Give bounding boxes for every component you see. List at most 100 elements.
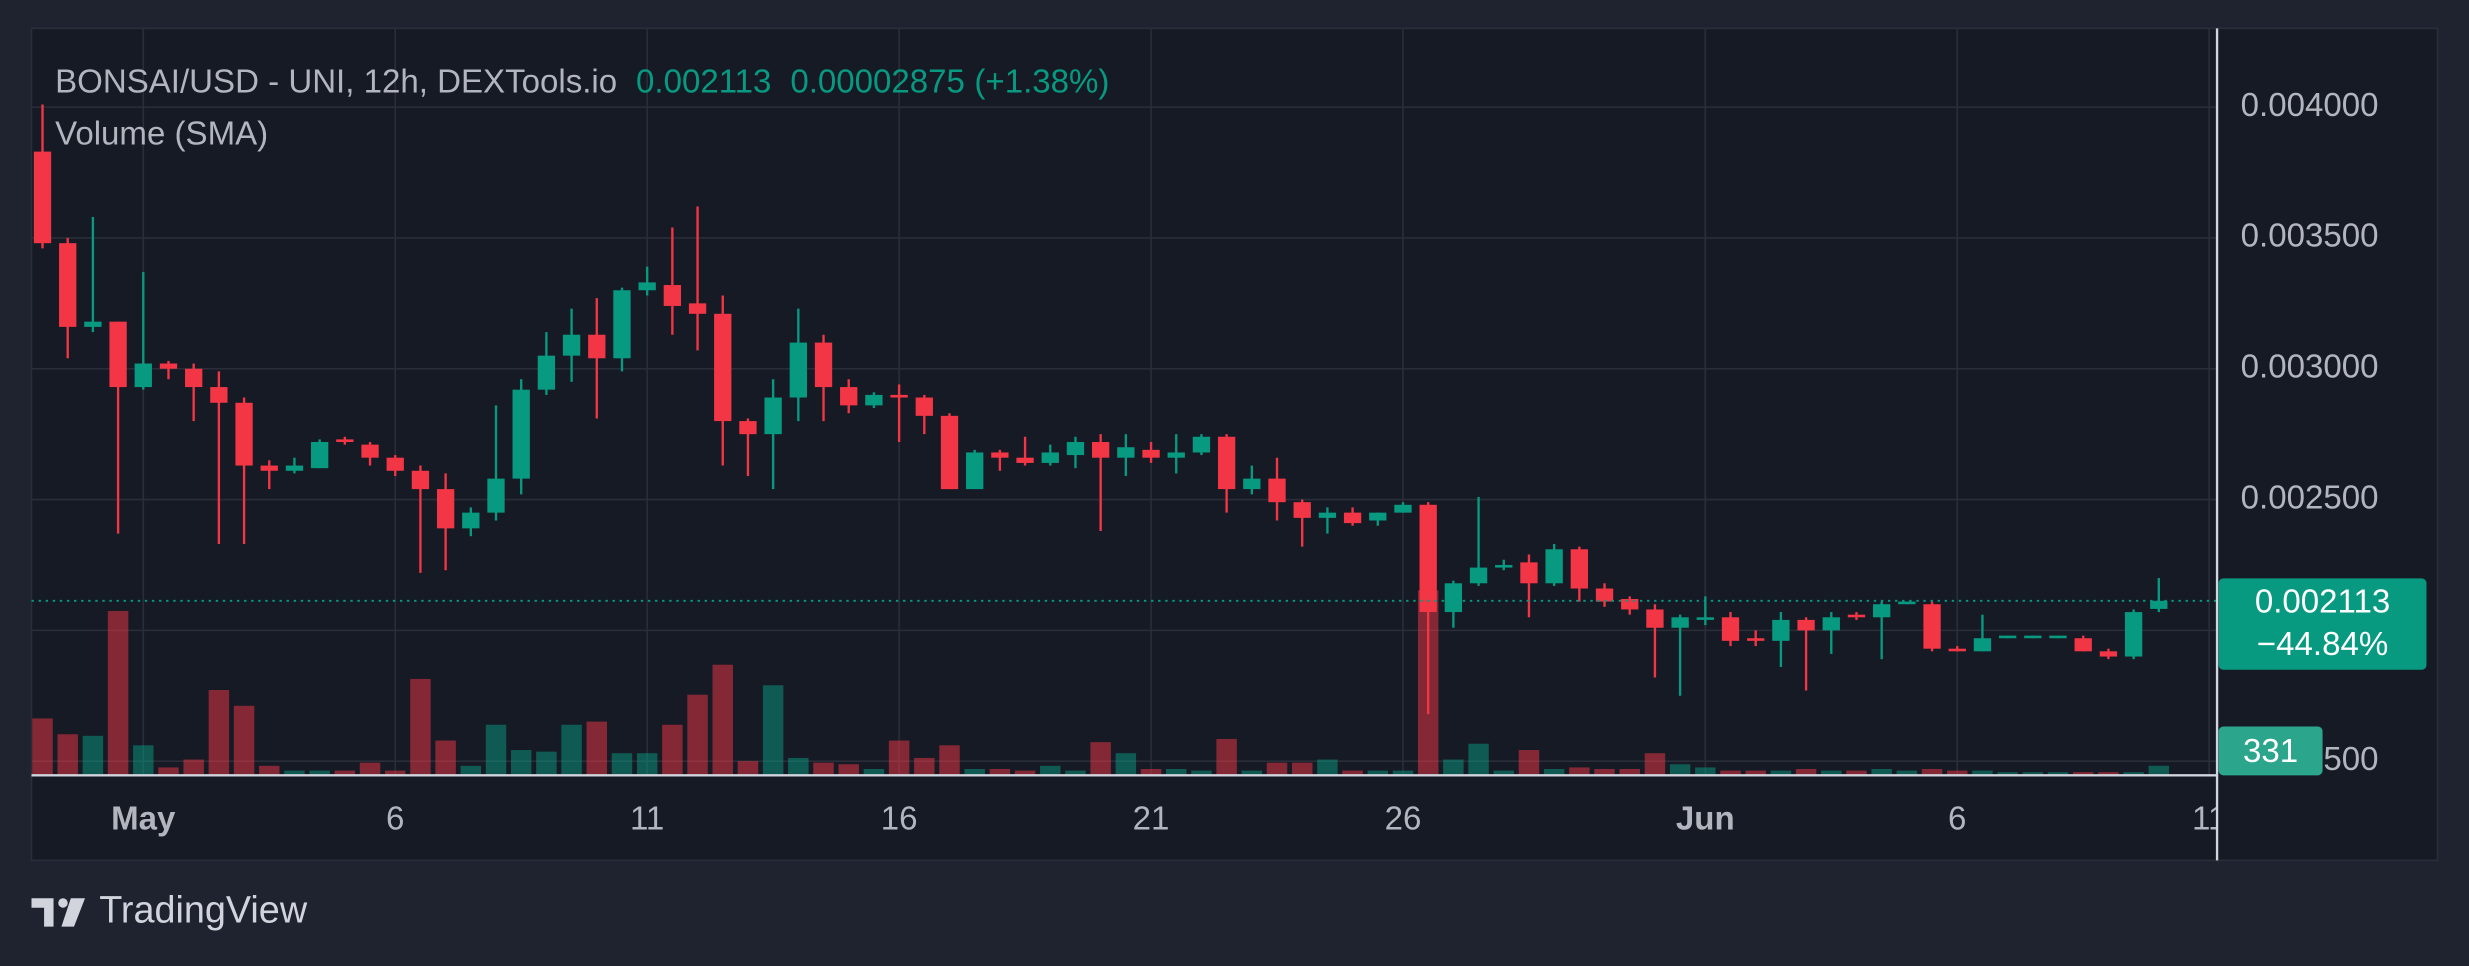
volume-bar	[460, 765, 482, 776]
x-tick-label: 26	[1385, 801, 1422, 838]
candle-body	[1595, 588, 1614, 602]
volume-bar	[1468, 743, 1489, 776]
candle-body	[1998, 635, 2017, 639]
candle-body	[436, 489, 455, 529]
volume-bar	[1745, 770, 1766, 776]
volume-bar	[1770, 770, 1792, 776]
candle-body	[1217, 436, 1236, 490]
volume-bar	[334, 770, 356, 776]
volume-bar	[611, 753, 633, 776]
volume-bar	[1241, 770, 1263, 776]
volume-bar	[939, 745, 960, 776]
volume-bar	[888, 740, 910, 776]
x-tick-label: 21	[1133, 801, 1170, 838]
price-badge-change: −44.84%	[2257, 626, 2388, 663]
candle-body	[915, 397, 933, 416]
volume-bar	[1947, 770, 1968, 776]
x-tick-label: 16	[881, 801, 918, 838]
candle-body	[840, 387, 858, 406]
volume-bar	[1291, 762, 1313, 776]
volume-bar	[1443, 759, 1464, 776]
candle-body	[688, 303, 707, 314]
candle-body	[1847, 614, 1866, 618]
candle-body	[1318, 512, 1337, 518]
volume-bar	[485, 724, 507, 776]
brand-name: TradingView	[99, 889, 308, 931]
candle-body	[2024, 635, 2042, 639]
volume-bar	[2098, 772, 2119, 776]
volume-bar	[662, 724, 683, 776]
candle-body	[537, 355, 556, 390]
candle-body	[1343, 512, 1362, 524]
candle-body	[638, 282, 656, 291]
candle-body	[1923, 604, 1941, 649]
brand-logo	[31, 898, 86, 927]
volume-bar	[1191, 770, 1212, 776]
volume-bar	[1014, 770, 1036, 776]
volume-bar	[510, 750, 532, 776]
x-tick-label: 11	[630, 801, 664, 838]
candle-body	[1646, 609, 1664, 628]
candle-body	[159, 363, 178, 369]
grid	[31, 28, 2218, 776]
candle-body	[1772, 619, 1790, 641]
volume-bar	[2022, 772, 2044, 776]
candle-body	[210, 387, 228, 403]
candle-body	[1268, 478, 1286, 503]
candle-body	[185, 368, 203, 388]
volume-badge-value: 331	[2243, 733, 2298, 770]
candle-body	[361, 444, 379, 458]
price-badge	[2218, 578, 2427, 670]
logo-part	[31, 898, 54, 927]
volume-bar	[1795, 769, 1817, 776]
volume-bar	[838, 764, 859, 776]
volume-bar	[586, 721, 608, 776]
volume-bar	[1619, 769, 1640, 776]
candle-body	[1293, 502, 1311, 518]
volume-bar	[1040, 765, 1061, 776]
volume-bar	[309, 770, 330, 776]
badges: 0.002113 −44.84% 331	[2218, 578, 2427, 776]
y-tick-label: 0.003000	[2241, 348, 2379, 385]
volume-badge	[2218, 726, 2323, 776]
candle-body	[512, 389, 530, 479]
candle-body	[310, 442, 329, 469]
price-change: 0.00002875	[790, 63, 965, 100]
volume-bar	[1392, 770, 1414, 776]
candle-body	[663, 285, 682, 306]
candle-body	[865, 394, 883, 406]
volume-bar	[1065, 770, 1086, 776]
candle-body	[235, 402, 253, 466]
volume-bar	[1518, 750, 1540, 776]
candle-body	[1142, 449, 1160, 458]
candle-body	[1570, 549, 1589, 589]
volume-bar	[687, 694, 708, 776]
candle-body	[109, 321, 127, 388]
volume-bar	[359, 762, 381, 776]
volume-bar	[284, 770, 305, 776]
candle-body	[739, 421, 757, 435]
volume-bar	[259, 765, 280, 776]
volume-bar	[1896, 770, 1918, 776]
volume-bar	[1972, 770, 1993, 776]
y-tick-label: 0.003500	[2241, 218, 2379, 255]
candle-body	[1822, 617, 1840, 631]
volume-bar	[1997, 772, 2018, 776]
volume-bar	[1543, 769, 1565, 776]
volume-bar	[1216, 738, 1237, 776]
y-tick-label: 0.002500	[2241, 479, 2379, 516]
y-tick-label: 0.004000	[2241, 87, 2379, 124]
volume-bar	[183, 759, 204, 776]
candle-body	[336, 439, 354, 443]
volume-bar	[410, 678, 431, 776]
volume-bar	[2148, 765, 2170, 776]
volume-bar	[813, 762, 834, 776]
candle-body	[966, 452, 984, 490]
volume-bar	[82, 735, 104, 776]
x-tick-label: Jun	[1676, 801, 1735, 838]
candle-body	[714, 313, 732, 422]
volume-bar	[636, 753, 658, 776]
candle-body	[1948, 648, 1966, 652]
